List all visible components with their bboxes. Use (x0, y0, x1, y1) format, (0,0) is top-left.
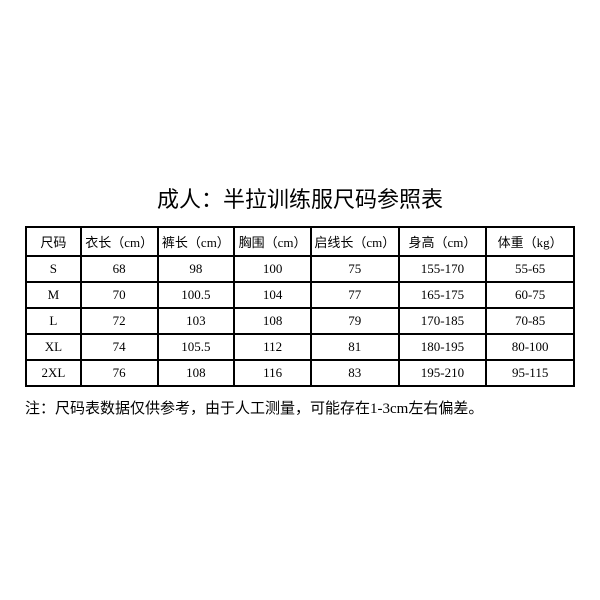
cell: 100 (234, 256, 311, 282)
cell: 2XL (26, 360, 81, 386)
cell: L (26, 308, 81, 334)
size-table: 尺码 衣长（cm） 裤长（cm） 胸围（cm） 启线长（cm） 身高（cm） 体… (25, 226, 575, 387)
cell: M (26, 282, 81, 308)
header-qixian: 启线长（cm） (311, 227, 399, 256)
cell: 95-115 (486, 360, 574, 386)
table-row: M 70 100.5 104 77 165-175 60-75 (26, 282, 574, 308)
table-row: S 68 98 100 75 155-170 55-65 (26, 256, 574, 282)
cell: 180-195 (399, 334, 487, 360)
header-xiongwei: 胸围（cm） (234, 227, 311, 256)
header-shengao: 身高（cm） (399, 227, 487, 256)
header-tizhong: 体重（kg） (486, 227, 574, 256)
cell: 108 (158, 360, 235, 386)
header-kuchang: 裤长（cm） (158, 227, 235, 256)
chart-title: 成人：半拉训练服尺码参照表 (25, 182, 575, 214)
cell: 74 (81, 334, 158, 360)
cell: 195-210 (399, 360, 487, 386)
cell: 155-170 (399, 256, 487, 282)
cell: 170-185 (399, 308, 487, 334)
cell: 72 (81, 308, 158, 334)
cell: 60-75 (486, 282, 574, 308)
cell: 81 (311, 334, 399, 360)
cell: 75 (311, 256, 399, 282)
size-chart-container: 成人：半拉训练服尺码参照表 尺码 衣长（cm） 裤长（cm） 胸围（cm） 启线… (15, 182, 585, 418)
cell: 105.5 (158, 334, 235, 360)
cell: 68 (81, 256, 158, 282)
cell: 70-85 (486, 308, 574, 334)
cell: 165-175 (399, 282, 487, 308)
header-size: 尺码 (26, 227, 81, 256)
cell: 83 (311, 360, 399, 386)
cell: 76 (81, 360, 158, 386)
table-body: S 68 98 100 75 155-170 55-65 M 70 100.5 … (26, 256, 574, 386)
cell: 104 (234, 282, 311, 308)
cell: S (26, 256, 81, 282)
cell: 108 (234, 308, 311, 334)
cell: 77 (311, 282, 399, 308)
header-yichang: 衣长（cm） (81, 227, 158, 256)
cell: 79 (311, 308, 399, 334)
cell: 103 (158, 308, 235, 334)
table-row: L 72 103 108 79 170-185 70-85 (26, 308, 574, 334)
table-header-row: 尺码 衣长（cm） 裤长（cm） 胸围（cm） 启线长（cm） 身高（cm） 体… (26, 227, 574, 256)
table-row: XL 74 105.5 112 81 180-195 80-100 (26, 334, 574, 360)
cell: 70 (81, 282, 158, 308)
cell: 98 (158, 256, 235, 282)
cell: 100.5 (158, 282, 235, 308)
footer-note: 注：尺码表数据仅供参考，由于人工测量，可能存在1-3cm左右偏差。 (25, 397, 575, 418)
cell: 55-65 (486, 256, 574, 282)
cell: 116 (234, 360, 311, 386)
cell: XL (26, 334, 81, 360)
cell: 112 (234, 334, 311, 360)
cell: 80-100 (486, 334, 574, 360)
table-row: 2XL 76 108 116 83 195-210 95-115 (26, 360, 574, 386)
